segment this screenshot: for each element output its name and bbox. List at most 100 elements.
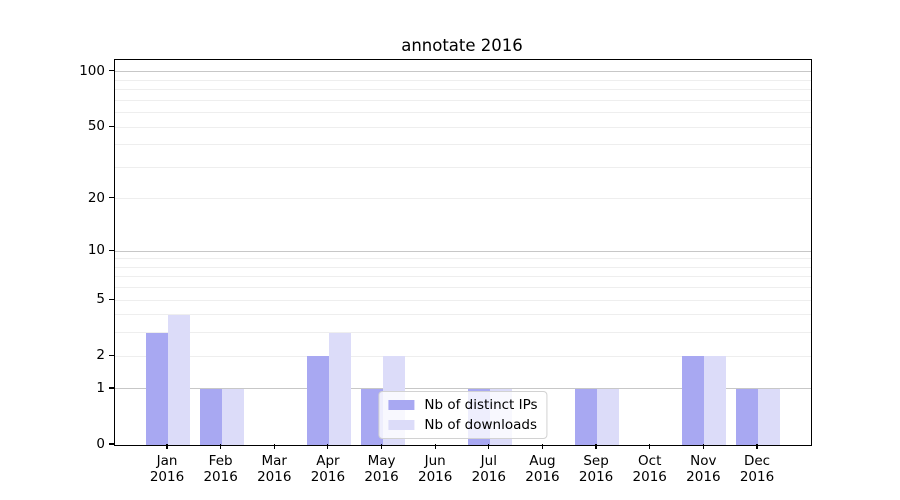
bar-apr-2016-nb-of-distinct-ips [306,356,329,445]
x-tick-label-line: 2016 [257,469,292,485]
y-tick-1 [109,387,114,389]
bar-dec-2016-nb-of-downloads [758,388,780,445]
bar-sep-2016-nb-of-distinct-ips [575,388,598,445]
gridline-major-100 [115,71,811,73]
x-tick-label-may-2016: May 2016 [352,453,412,485]
x-tick-label-feb-2016: Feb 2016 [191,453,251,485]
x-tick-apr-2016 [327,444,329,449]
y-tick-label-0: 0 [96,436,105,452]
x-tick-aug-2016 [541,444,544,449]
gridline-minor-5 [115,299,811,301]
gridline-major-10 [115,250,811,252]
x-tick-may-2016 [380,444,383,449]
bar-jan-2016-nb-of-downloads [168,314,190,445]
y-tick-label-10: 10 [87,242,105,259]
x-tick-label-line: 2016 [578,469,614,485]
x-tick-label-line: Mar [261,453,287,469]
y-tick-0 [109,443,114,445]
chart-title: annotate 2016 [401,36,523,55]
x-tick-label-line: 2016 [471,469,506,485]
bar-nov-2016-nb-of-distinct-ips [682,356,705,445]
bar-jan-2016-nb-of-distinct-ips [146,332,168,445]
y-tick-10 [109,249,114,251]
gridline-minor-70 [115,99,811,101]
x-tick-label-line: Nov [690,453,717,469]
legend-label-distinct-ips: Nb of distinct IPs [424,397,538,413]
x-tick-label-line: Apr [316,453,340,469]
x-tick-label-line: Oct [638,453,662,469]
bar-feb-2016-nb-of-distinct-ips [199,388,222,445]
x-tick-label-apr-2016: Apr 2016 [298,453,358,485]
gridline-minor-4 [115,314,811,316]
x-tick-label-aug-2016: Aug 2016 [512,453,572,485]
gridline-minor-60 [115,112,811,114]
x-tick-label-line: Jul [480,453,497,469]
x-tick-label-line: 2016 [417,469,453,485]
x-tick-mar-2016 [273,444,275,449]
gridline-minor-80 [115,89,811,91]
legend: Nb of distinct IPs Nb of downloads [378,391,548,439]
x-tick-label-line: 2016 [203,469,238,485]
x-tick-label-jun-2016: Jun 2016 [405,453,465,485]
y-tick-label-5: 5 [96,291,105,308]
x-tick-label-jul-2016: Jul 2016 [459,453,519,485]
x-tick-label-line: 2016 [686,469,721,485]
x-tick-label-line: 2016 [739,469,775,485]
x-tick-label-jan-2016: Jan 2016 [137,453,197,485]
x-tick-label-line: 2016 [525,469,560,485]
x-tick-oct-2016 [649,444,651,449]
x-tick-label-line: 2016 [364,469,399,485]
x-tick-feb-2016 [220,444,222,449]
x-tick-jul-2016 [488,444,490,449]
gridline-minor-9 [115,258,811,260]
x-tick-label-line: Aug [529,453,556,469]
x-tick-label-sep-2016: Sep 2016 [566,453,626,485]
x-tick-label-dec-2016: Dec 2016 [727,453,787,485]
x-tick-label-line: Jan [156,453,178,469]
legend-item-downloads: Nb of downloads [388,418,537,432]
y-tick-label-20: 20 [87,189,105,206]
x-tick-label-mar-2016: Mar 2016 [244,453,304,485]
x-tick-label-line: 2016 [632,469,667,485]
gridline-minor-2 [115,355,811,357]
x-tick-label-line: Feb [208,453,233,469]
legend-swatch-downloads [388,420,415,430]
gridline-major-1 [115,388,811,390]
x-tick-label-line: Jun [424,453,446,469]
gridline-minor-7 [115,276,811,278]
x-tick-jan-2016 [166,444,168,449]
bar-feb-2016-nb-of-downloads [221,388,244,445]
bar-may-2016-nb-of-distinct-ips [360,388,383,445]
y-tick-label-2: 2 [96,347,105,364]
y-tick-50 [109,125,114,127]
x-tick-label-line: Dec [743,453,771,469]
legend-label-downloads: Nb of downloads [424,417,537,433]
x-tick-label-line: 2016 [149,469,185,485]
legend-item-distinct-ips: Nb of distinct IPs [388,397,538,413]
x-tick-jun-2016 [434,444,436,449]
x-tick-label-line: Sep [583,453,609,469]
y-tick-2 [109,354,114,356]
gridline-minor-90 [115,79,811,81]
bar-nov-2016-nb-of-downloads [704,356,727,445]
gridline-minor-20 [115,198,811,200]
x-tick-label-oct-2016: Oct 2016 [620,453,680,485]
bar-sep-2016-nb-of-downloads [597,388,620,445]
x-tick-label-line: May [367,453,396,469]
x-tick-dec-2016 [756,444,758,449]
gridline-minor-3 [115,332,811,334]
y-tick-label-1: 1 [96,379,105,396]
y-tick-100 [109,70,114,72]
bar-apr-2016-nb-of-downloads [328,332,351,445]
legend-swatch-distinct-ips [388,400,415,410]
gridline-minor-8 [115,266,811,268]
y-tick-label-100: 100 [79,62,105,79]
x-tick-nov-2016 [702,444,704,449]
bar-dec-2016-nb-of-distinct-ips [736,388,758,445]
x-tick-label-nov-2016: Nov 2016 [673,453,733,485]
plot-area: Nb of distinct IPs Nb of downloads [114,59,812,446]
x-tick-sep-2016 [595,444,597,449]
x-tick-label-line: 2016 [310,469,346,485]
gridline-minor-6 [115,287,811,289]
